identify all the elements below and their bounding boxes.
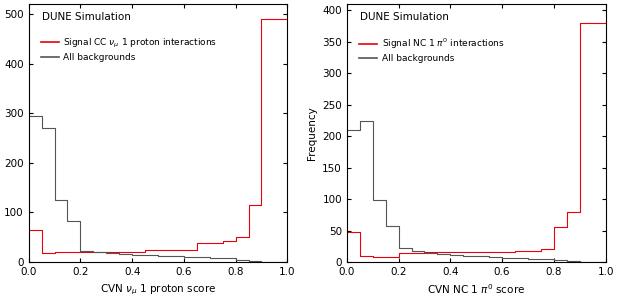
Text: DUNE Simulation: DUNE Simulation xyxy=(41,12,130,22)
X-axis label: CVN $\nu_{\mu}$ 1 proton score: CVN $\nu_{\mu}$ 1 proton score xyxy=(99,282,216,297)
Legend: Signal CC $\nu_{\mu}$ 1 proton interactions, All backgrounds: Signal CC $\nu_{\mu}$ 1 proton interacti… xyxy=(41,37,218,62)
Legend: Signal NC 1 $\pi^{0}$ interactions, All backgrounds: Signal NC 1 $\pi^{0}$ interactions, All … xyxy=(359,37,504,63)
Y-axis label: Frequency: Frequency xyxy=(307,106,316,160)
Text: DUNE Simulation: DUNE Simulation xyxy=(360,12,449,22)
X-axis label: CVN NC 1 $\pi^{0}$ score: CVN NC 1 $\pi^{0}$ score xyxy=(427,282,525,296)
